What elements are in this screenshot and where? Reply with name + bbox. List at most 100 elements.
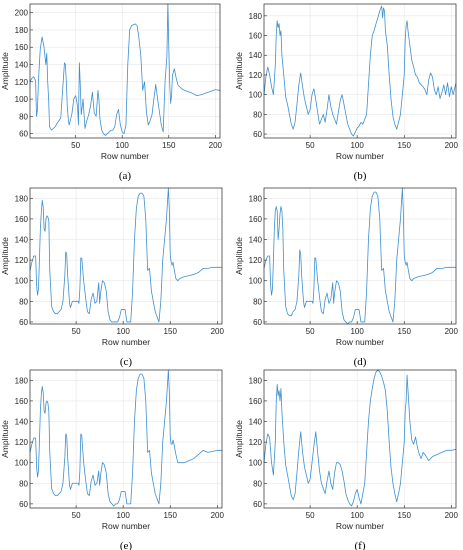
y-tick-label: 140 xyxy=(15,417,29,426)
chart-panel: 60 80 100 120 140 160 180 50 100 150 200 Row number… xyxy=(0,369,225,550)
x-tick-label: 50 xyxy=(306,327,315,336)
x-tick-label: 50 xyxy=(306,511,315,520)
data-line xyxy=(29,3,221,136)
axes-frame xyxy=(263,369,457,509)
y-tick-label: 140 xyxy=(249,51,263,60)
x-tick-label: 100 xyxy=(116,141,130,150)
y-tick-label: 160 xyxy=(249,215,263,224)
y-tick-label: 140 xyxy=(249,417,263,426)
y-tick-label: 100 xyxy=(15,459,29,468)
chart-panel: 60 80 100 120 140 160 180 50 100 150 200 Row number… xyxy=(234,369,459,550)
data-line xyxy=(29,187,222,323)
axes-frame xyxy=(263,3,457,139)
x-tick-label: 200 xyxy=(211,511,225,520)
y-tick-label: 120 xyxy=(15,438,29,447)
axes-frame xyxy=(263,187,457,325)
x-tick-label: 150 xyxy=(398,511,412,520)
y-axis-label: Amplitude xyxy=(234,237,244,275)
axes-frame xyxy=(29,187,223,325)
y-axis-label: Amplitude xyxy=(234,52,244,90)
data-line xyxy=(263,5,457,137)
panel-caption: (c) xyxy=(120,356,133,368)
y-tick-label: 180 xyxy=(249,194,263,203)
y-tick-label: 80 xyxy=(253,297,262,306)
x-tick-label: 100 xyxy=(350,141,364,150)
axes-frame xyxy=(29,369,223,509)
y-tick-label: 180 xyxy=(15,376,29,385)
x-tick-label: 100 xyxy=(116,327,130,336)
x-tick-label: 200 xyxy=(445,141,459,150)
x-axis-label: Row number xyxy=(336,521,384,531)
x-tick-label: 100 xyxy=(350,327,364,336)
y-tick-label: 60 xyxy=(19,130,28,139)
panel-caption: (b) xyxy=(354,170,367,182)
y-tick-label: 140 xyxy=(15,61,29,70)
x-tick-label: 50 xyxy=(72,327,81,336)
y-tick-label: 160 xyxy=(15,397,29,406)
y-axis-label: Amplitude xyxy=(0,420,10,458)
x-tick-label: 200 xyxy=(211,327,225,336)
x-axis-label: Row number xyxy=(102,337,150,347)
y-tick-label: 200 xyxy=(15,9,29,18)
y-tick-label: 180 xyxy=(249,376,263,385)
x-tick-label: 50 xyxy=(72,511,81,520)
y-tick-label: 160 xyxy=(15,43,29,52)
y-tick-label: 120 xyxy=(249,256,263,265)
x-tick-label: 200 xyxy=(445,327,459,336)
y-axis-label: Amplitude xyxy=(0,52,10,90)
x-tick-label: 50 xyxy=(306,141,315,150)
y-tick-label: 80 xyxy=(19,112,28,121)
panel-caption: (f) xyxy=(355,540,366,550)
y-tick-label: 60 xyxy=(19,500,28,509)
y-tick-label: 180 xyxy=(15,26,29,35)
x-axis-label: Row number xyxy=(102,521,150,531)
panel-caption: (e) xyxy=(120,540,133,550)
y-tick-label: 140 xyxy=(15,236,29,245)
x-tick-label: 100 xyxy=(350,511,364,520)
y-tick-label: 160 xyxy=(15,215,29,224)
y-tick-label: 120 xyxy=(15,78,29,87)
y-tick-label: 180 xyxy=(249,12,263,21)
y-tick-label: 160 xyxy=(249,32,263,41)
y-tick-label: 80 xyxy=(253,479,262,488)
data-line xyxy=(263,187,456,325)
x-tick-label: 200 xyxy=(209,141,223,150)
x-axis-label: Row number xyxy=(101,151,149,161)
y-tick-label: 80 xyxy=(19,297,28,306)
chart-panel: 60 80 100 120 140 160 180 50 100 150 200 Row number… xyxy=(234,187,459,368)
y-tick-label: 160 xyxy=(249,397,263,406)
axes-frame xyxy=(29,3,221,139)
y-tick-label: 80 xyxy=(19,479,28,488)
data-line xyxy=(29,369,222,507)
chart-panel: 60 80 100 120 140 160 180 50 100 150 200 Row number… xyxy=(234,3,459,182)
y-tick-label: 120 xyxy=(249,438,263,447)
x-tick-label: 200 xyxy=(445,511,459,520)
y-tick-label: 60 xyxy=(253,130,262,139)
y-tick-label: 100 xyxy=(249,459,263,468)
y-tick-label: 60 xyxy=(253,500,262,509)
y-axis-label: Amplitude xyxy=(0,237,10,275)
chart-panel: 60 80 100 120 140 160 180 200 50 100 150 200 Row num… xyxy=(0,3,223,182)
y-tick-label: 80 xyxy=(253,110,262,119)
x-tick-label: 50 xyxy=(71,141,80,150)
chart-panel: 60 80 100 120 140 160 180 50 100 150 200 Row number… xyxy=(0,187,225,368)
y-tick-label: 120 xyxy=(249,71,263,80)
y-tick-label: 100 xyxy=(249,277,263,286)
x-tick-label: 150 xyxy=(164,511,178,520)
y-tick-label: 120 xyxy=(15,256,29,265)
panel-caption: (d) xyxy=(354,356,367,368)
x-tick-label: 150 xyxy=(398,327,412,336)
x-tick-label: 150 xyxy=(162,141,176,150)
data-line xyxy=(263,369,457,507)
panel-caption: (a) xyxy=(119,170,132,182)
y-tick-label: 100 xyxy=(15,95,29,104)
x-tick-label: 100 xyxy=(116,511,130,520)
x-axis-label: Row number xyxy=(336,337,384,347)
y-tick-label: 140 xyxy=(249,236,263,245)
y-tick-label: 60 xyxy=(253,318,262,327)
x-tick-label: 150 xyxy=(398,141,412,150)
y-tick-label: 180 xyxy=(15,194,29,203)
x-axis-label: Row number xyxy=(336,151,384,161)
x-tick-label: 150 xyxy=(164,327,178,336)
